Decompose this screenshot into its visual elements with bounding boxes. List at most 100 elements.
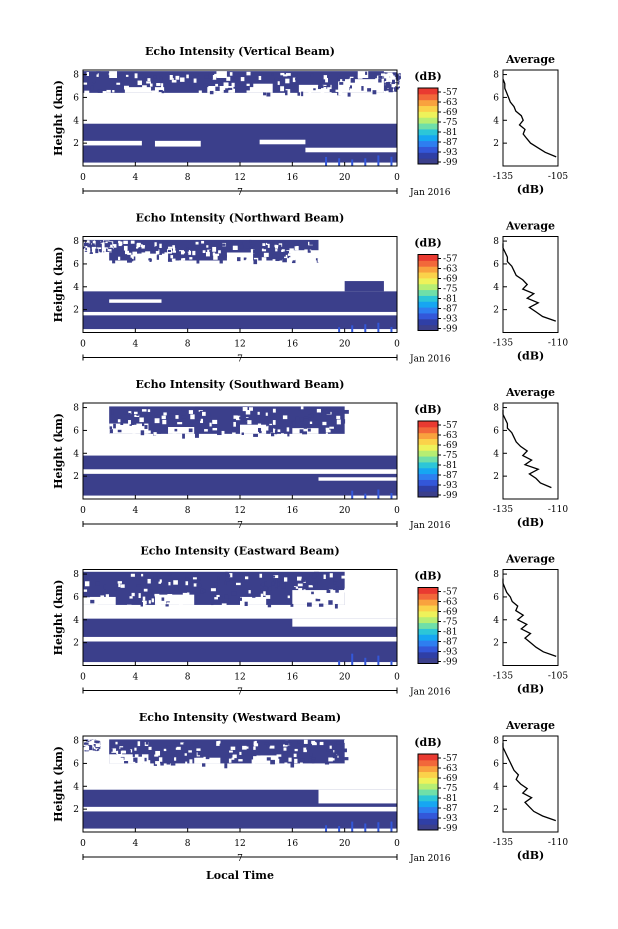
speckle xyxy=(281,249,285,252)
speckle xyxy=(180,77,185,82)
speckle xyxy=(265,426,269,431)
speckle xyxy=(128,412,131,416)
speckle xyxy=(127,252,132,255)
speckle xyxy=(303,424,308,429)
speckle xyxy=(232,427,237,431)
speckle xyxy=(185,761,188,767)
strong-echo-streak xyxy=(364,657,367,666)
speckle xyxy=(186,247,189,252)
speckle xyxy=(325,427,331,433)
no-echo-gap xyxy=(135,253,169,261)
colorbar-segment xyxy=(418,450,438,457)
speckle xyxy=(285,250,289,255)
speckle xyxy=(288,757,292,762)
speckle xyxy=(95,581,100,586)
panel-title: Echo Intensity (Southward Beam) xyxy=(136,378,345,391)
colorbar-segment xyxy=(418,587,438,594)
speckle xyxy=(335,588,339,593)
colorbar-segment xyxy=(418,88,438,95)
speckle xyxy=(273,575,279,579)
avg-y-tick-label: 6 xyxy=(493,593,499,603)
speckle xyxy=(317,595,323,599)
speckle xyxy=(192,577,197,580)
avg-y-tick-label: 4 xyxy=(493,616,499,626)
speckle xyxy=(137,407,142,412)
speckle xyxy=(165,604,169,607)
speckle xyxy=(88,246,94,252)
colorbar-unit: (dB) xyxy=(414,237,441,250)
speckle xyxy=(337,751,340,756)
speckle xyxy=(200,588,205,594)
speckle xyxy=(229,573,233,578)
speckle xyxy=(151,246,156,252)
colorbar-tick-label: -69 xyxy=(443,275,458,285)
colorbar-segment xyxy=(418,789,438,796)
speckle xyxy=(145,739,149,745)
echo-region xyxy=(83,291,397,330)
speckle xyxy=(188,591,194,595)
speckle xyxy=(132,592,138,597)
speckle xyxy=(214,73,219,77)
avg-x-axis-label: (dB) xyxy=(517,183,544,196)
speckle xyxy=(244,746,249,749)
speckle xyxy=(89,249,93,254)
speckle xyxy=(147,578,151,584)
avg-y-tick-label: 4 xyxy=(493,449,499,459)
colorbar-frame xyxy=(417,587,439,664)
colorbar-segment xyxy=(418,421,438,428)
speckle xyxy=(216,91,222,95)
speckle xyxy=(221,430,225,435)
speckle xyxy=(116,750,120,754)
speckle xyxy=(328,589,334,592)
speckle xyxy=(142,596,146,601)
no-echo-gap xyxy=(109,299,162,303)
date-label: Jan 2016 xyxy=(409,521,451,531)
speckle xyxy=(267,241,271,244)
speckle xyxy=(288,253,291,256)
speckle xyxy=(137,242,141,245)
y-tick-label: 2 xyxy=(73,639,79,649)
speckle xyxy=(212,252,216,256)
speckle xyxy=(269,745,275,749)
colorbar-tick-label: -57 xyxy=(443,588,458,598)
colorbar-tick-label: -87 xyxy=(443,138,458,148)
speckle xyxy=(224,763,228,769)
speckle xyxy=(129,747,133,753)
no-echo-gap xyxy=(318,789,397,804)
x-tick-label: 8 xyxy=(185,340,191,350)
speckle xyxy=(389,78,392,83)
colorbar-segment xyxy=(418,312,438,320)
speckle xyxy=(212,427,218,431)
x-tick-label: 20 xyxy=(339,839,351,849)
speckle xyxy=(311,759,315,764)
speckle xyxy=(140,602,143,607)
speckle xyxy=(247,428,251,433)
colorbar-tick-label: -57 xyxy=(443,421,458,431)
colorbar-segment xyxy=(418,99,438,107)
x-tick-label: 20 xyxy=(339,673,351,683)
strong-echo-streak xyxy=(364,324,367,333)
speckle xyxy=(258,430,262,434)
speckle xyxy=(284,256,287,260)
speckle xyxy=(367,88,372,92)
y-tick-label: 2 xyxy=(73,472,79,482)
speckle xyxy=(164,89,170,92)
speckle xyxy=(86,72,89,77)
speckle xyxy=(297,92,301,96)
speckle xyxy=(219,596,223,602)
speckle xyxy=(142,600,147,605)
speckle xyxy=(196,583,202,588)
speckle xyxy=(117,419,121,423)
speckle xyxy=(174,757,177,761)
speckle xyxy=(154,242,157,247)
colorbar-segment xyxy=(418,272,438,279)
speckle xyxy=(172,244,178,250)
speckle xyxy=(134,414,140,418)
speckle xyxy=(227,87,233,90)
speckle xyxy=(118,256,121,261)
speckle xyxy=(289,248,294,251)
speckle xyxy=(274,245,279,249)
date-label: Jan 2016 xyxy=(409,854,451,864)
speckle xyxy=(384,86,389,91)
